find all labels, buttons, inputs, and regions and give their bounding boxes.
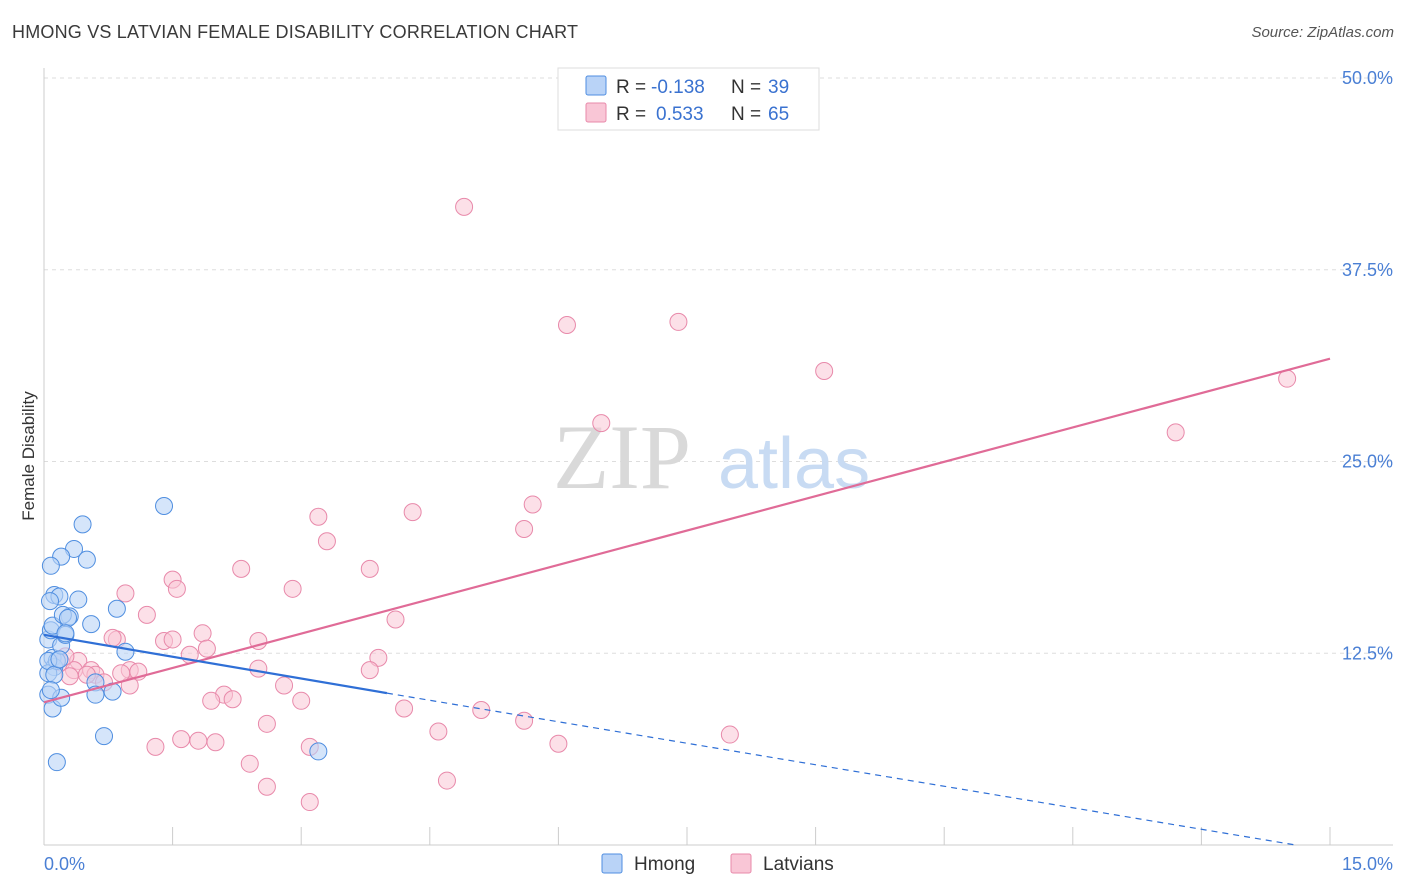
bottom-legend-latvian-label: Latvians <box>763 854 834 875</box>
legend-latvian-r-value: 0.533 <box>656 104 704 125</box>
bottom-legend-hmong-swatch <box>601 853 623 874</box>
hmong-point-18 <box>41 556 60 575</box>
hmong-point-27 <box>155 496 174 515</box>
latvian-point-26 <box>197 639 216 658</box>
latvian-point-12 <box>360 559 379 578</box>
chart-title: HMONG VS LATVIAN FEMALE DISABILITY CORRE… <box>12 22 579 42</box>
latvian-point-55 <box>146 737 165 756</box>
hmong-point-25 <box>107 599 126 618</box>
hmong-trend-line <box>43 633 388 695</box>
latvian-point-41 <box>275 676 294 695</box>
latvian-point-32 <box>360 661 379 680</box>
latvian-point-23 <box>163 630 182 649</box>
latvian-point-43 <box>223 690 242 709</box>
x-tick-label-max: 15.0% <box>1342 854 1393 874</box>
latvian-point-1 <box>557 315 576 334</box>
latvian-point-17 <box>116 584 135 603</box>
latvian-point-49 <box>257 714 276 733</box>
legend-latvian-n-value: 65 <box>768 104 789 125</box>
latvian-point-11 <box>317 532 336 551</box>
latvian-point-25 <box>103 628 122 647</box>
latvian-point-8 <box>515 519 534 538</box>
hmong-point-30 <box>47 753 66 772</box>
hmong-point-38 <box>41 681 60 700</box>
hmong-trend-extension <box>386 692 1296 846</box>
latvian-point-61 <box>300 793 319 812</box>
y-tick-label-3: 50.0% <box>1342 68 1393 88</box>
hmong-point-21 <box>82 615 101 634</box>
latvian-point-51 <box>720 725 739 744</box>
y-axis-title: Female Disability <box>19 391 38 521</box>
latvian-point-50 <box>429 722 448 741</box>
bottom-legend-latvian-swatch <box>730 853 752 874</box>
trend-lines <box>43 357 1331 846</box>
hmong-point-13 <box>73 515 92 534</box>
hmong-point-23 <box>95 727 114 746</box>
latvian-point-52 <box>172 730 191 749</box>
latvian-point-38 <box>60 667 79 686</box>
latvian-point-9 <box>403 503 422 522</box>
latvian-point-31 <box>249 659 268 678</box>
latvian-point-5 <box>1166 423 1185 442</box>
latvian-point-44 <box>202 691 221 710</box>
hmong-point-20 <box>59 608 78 627</box>
hmong-point-17 <box>41 592 60 611</box>
bottom-legend-hmong-label: Hmong <box>634 854 695 875</box>
latvian-point-45 <box>292 691 311 710</box>
latvian-point-20 <box>193 624 212 643</box>
y-tick-labels: 12.5% 25.0% 37.5% 50.0% <box>1342 68 1393 663</box>
latvian-point-10 <box>309 507 328 526</box>
latvian-point-16 <box>283 579 302 598</box>
latvian-point-28 <box>369 648 388 667</box>
latvian-point-58 <box>240 754 259 773</box>
latvian-point-53 <box>189 731 208 750</box>
series-legend: Hmong Latvians <box>601 853 834 875</box>
latvian-point-18 <box>137 605 156 624</box>
y-tick-label-1: 25.0% <box>1342 452 1393 472</box>
latvian-point-19 <box>386 610 405 629</box>
latvian-point-7 <box>523 495 542 514</box>
watermark-zip: ZIP <box>553 406 691 508</box>
watermark-atlas: atlas <box>718 424 870 504</box>
hmong-point-33 <box>309 742 328 761</box>
latvian-point-15 <box>167 579 186 598</box>
source-label: Source: ZipAtlas.com <box>1251 24 1394 41</box>
legend-hmong-n-value: 39 <box>768 77 789 98</box>
latvian-point-6 <box>592 414 611 433</box>
legend-latvian-swatch <box>585 102 607 123</box>
latvian-point-3 <box>815 361 834 380</box>
hmong-point-36 <box>50 650 69 669</box>
legend-hmong-n-label: N = <box>731 77 761 98</box>
legend-latvian-n-label: N = <box>731 104 761 125</box>
latvian-point-57 <box>549 734 568 753</box>
hmong-points <box>39 496 328 772</box>
latvian-point-60 <box>257 777 276 796</box>
hmong-point-26 <box>116 642 135 661</box>
latvian-point-13 <box>232 559 251 578</box>
x-tick-label-min: 0.0% <box>44 854 85 874</box>
x-axis-ticks <box>43 827 1331 845</box>
latvian-point-2 <box>669 312 688 331</box>
y-tick-label-2: 37.5% <box>1342 260 1393 280</box>
legend-hmong-r-label: R = <box>616 77 646 98</box>
legend-latvian-r-label: R = <box>616 104 646 125</box>
legend-hmong-r-value: -0.138 <box>651 77 705 98</box>
latvian-point-0 <box>455 197 474 216</box>
legend-hmong-swatch <box>585 75 607 96</box>
hmong-point-12 <box>69 590 88 609</box>
latvian-point-46 <box>395 699 414 718</box>
latvian-point-59 <box>437 771 456 790</box>
latvian-point-54 <box>206 733 225 752</box>
y-tick-label-0: 12.5% <box>1342 643 1393 663</box>
hmong-point-35 <box>45 665 64 684</box>
correlation-legend: R = -0.138 N = 39 R = 0.533 N = 65 <box>557 67 820 131</box>
hmong-point-14 <box>77 550 96 569</box>
latvian-trend-line <box>43 357 1331 704</box>
